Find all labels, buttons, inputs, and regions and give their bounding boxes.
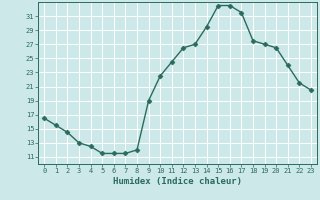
X-axis label: Humidex (Indice chaleur): Humidex (Indice chaleur) xyxy=(113,177,242,186)
